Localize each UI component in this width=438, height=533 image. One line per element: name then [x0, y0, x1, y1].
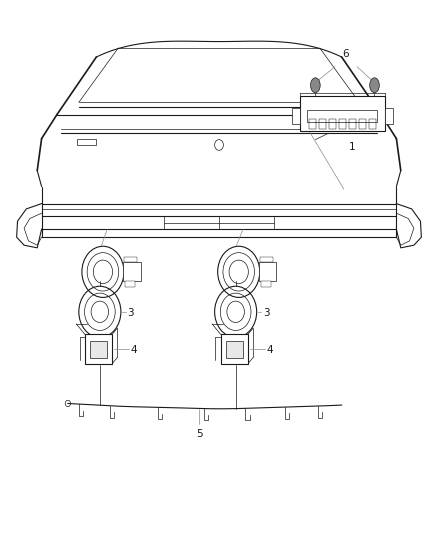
Bar [309, 119, 316, 129]
Bar [319, 119, 326, 129]
Bar [90, 341, 107, 358]
Text: 2: 2 [129, 269, 136, 278]
Bar [261, 281, 271, 287]
Bar [260, 257, 273, 262]
Bar [259, 262, 276, 281]
Bar [307, 110, 377, 122]
Text: 5: 5 [196, 429, 203, 439]
Bar [292, 108, 300, 124]
Bar [221, 335, 248, 364]
Text: 6: 6 [343, 49, 350, 59]
Bar [349, 119, 356, 129]
Bar [85, 335, 112, 364]
Ellipse shape [370, 78, 379, 93]
Text: 1: 1 [349, 142, 356, 152]
Text: 3: 3 [263, 308, 269, 318]
Text: 3: 3 [127, 308, 134, 318]
Bar [339, 119, 346, 129]
Bar [124, 257, 137, 262]
Bar [329, 119, 336, 129]
Bar [300, 96, 385, 131]
Text: 4: 4 [131, 345, 137, 355]
Bar [385, 108, 393, 124]
Bar [359, 119, 366, 129]
Bar [226, 341, 243, 358]
Bar [125, 281, 135, 287]
Bar [369, 119, 376, 129]
Ellipse shape [311, 78, 320, 93]
Bar [123, 262, 141, 281]
Bar [77, 139, 96, 145]
Text: 2: 2 [265, 269, 272, 278]
Text: 4: 4 [266, 345, 273, 355]
